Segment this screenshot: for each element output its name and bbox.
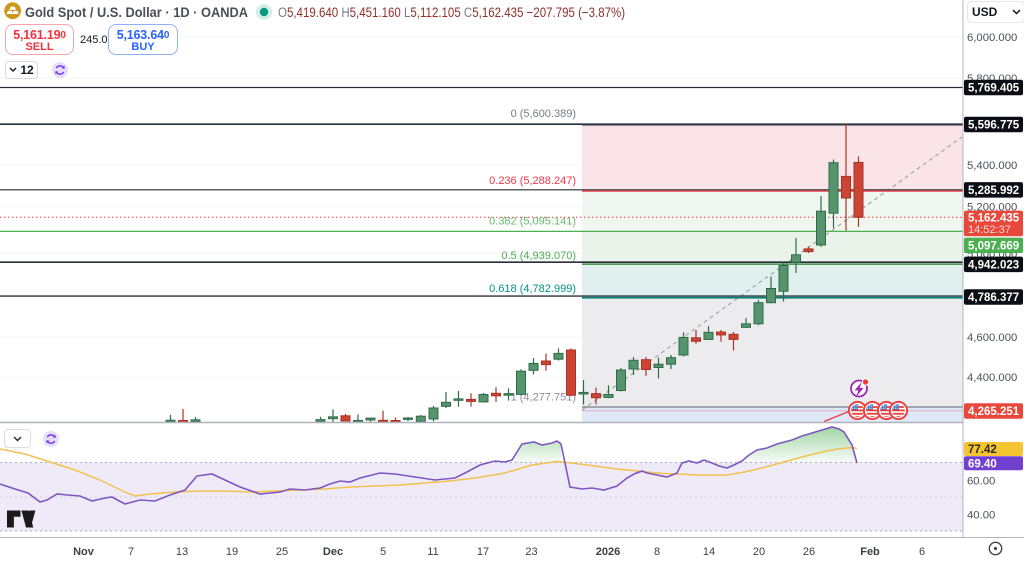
svg-text:14: 14 bbox=[703, 546, 715, 558]
svg-text:0.236 (5,288.247): 0.236 (5,288.247) bbox=[489, 175, 576, 187]
svg-text:2026: 2026 bbox=[596, 546, 620, 558]
svg-text:4,942.023: 4,942.023 bbox=[968, 259, 1019, 271]
svg-text:20: 20 bbox=[753, 546, 765, 558]
svg-text:13: 13 bbox=[176, 546, 188, 558]
svg-text:0 (5,600.389): 0 (5,600.389) bbox=[511, 108, 576, 120]
svg-text:17: 17 bbox=[477, 546, 489, 558]
svg-text:Nov: Nov bbox=[73, 546, 95, 558]
svg-text:11: 11 bbox=[427, 546, 438, 558]
svg-text:5,400.000: 5,400.000 bbox=[967, 160, 1017, 172]
svg-text:77.42: 77.42 bbox=[968, 444, 997, 456]
svg-text:25: 25 bbox=[276, 546, 288, 558]
svg-text:4,786.377: 4,786.377 bbox=[968, 292, 1019, 304]
svg-text:5,162.435: 5,162.435 bbox=[968, 213, 1020, 225]
svg-text:0.5 (4,939.070): 0.5 (4,939.070) bbox=[501, 250, 576, 262]
svg-text:1 (4,277.751): 1 (4,277.751) bbox=[511, 392, 576, 404]
svg-text:4,400.000: 4,400.000 bbox=[967, 372, 1017, 384]
svg-text:5: 5 bbox=[380, 546, 386, 558]
svg-text:69.40: 69.40 bbox=[968, 458, 997, 470]
svg-text:Feb: Feb bbox=[860, 546, 880, 558]
svg-text:5,200.000: 5,200.000 bbox=[967, 201, 1017, 213]
svg-text:6,000.000: 6,000.000 bbox=[967, 32, 1017, 44]
svg-text:14:52:37: 14:52:37 bbox=[968, 224, 1011, 236]
svg-text:5,596.775: 5,596.775 bbox=[968, 120, 1020, 132]
svg-text:4,600.000: 4,600.000 bbox=[967, 332, 1017, 344]
svg-text:0.618 (4,782.999): 0.618 (4,782.999) bbox=[489, 283, 576, 295]
svg-text:4,265.251: 4,265.251 bbox=[968, 406, 1020, 418]
svg-text:Dec: Dec bbox=[323, 546, 343, 558]
svg-text:5,769.405: 5,769.405 bbox=[968, 83, 1020, 95]
svg-text:5,097.669: 5,097.669 bbox=[968, 240, 1019, 252]
svg-text:19: 19 bbox=[226, 546, 238, 558]
svg-text:6: 6 bbox=[919, 546, 925, 558]
svg-text:5,285.992: 5,285.992 bbox=[968, 185, 1019, 197]
svg-text:8: 8 bbox=[654, 546, 660, 558]
svg-text:26: 26 bbox=[803, 546, 815, 558]
svg-text:40.00: 40.00 bbox=[967, 510, 995, 522]
svg-text:7: 7 bbox=[128, 546, 134, 558]
svg-text:60.00: 60.00 bbox=[967, 476, 995, 488]
svg-text:0.382 (5,095.141): 0.382 (5,095.141) bbox=[489, 216, 576, 228]
svg-text:23: 23 bbox=[525, 546, 537, 558]
